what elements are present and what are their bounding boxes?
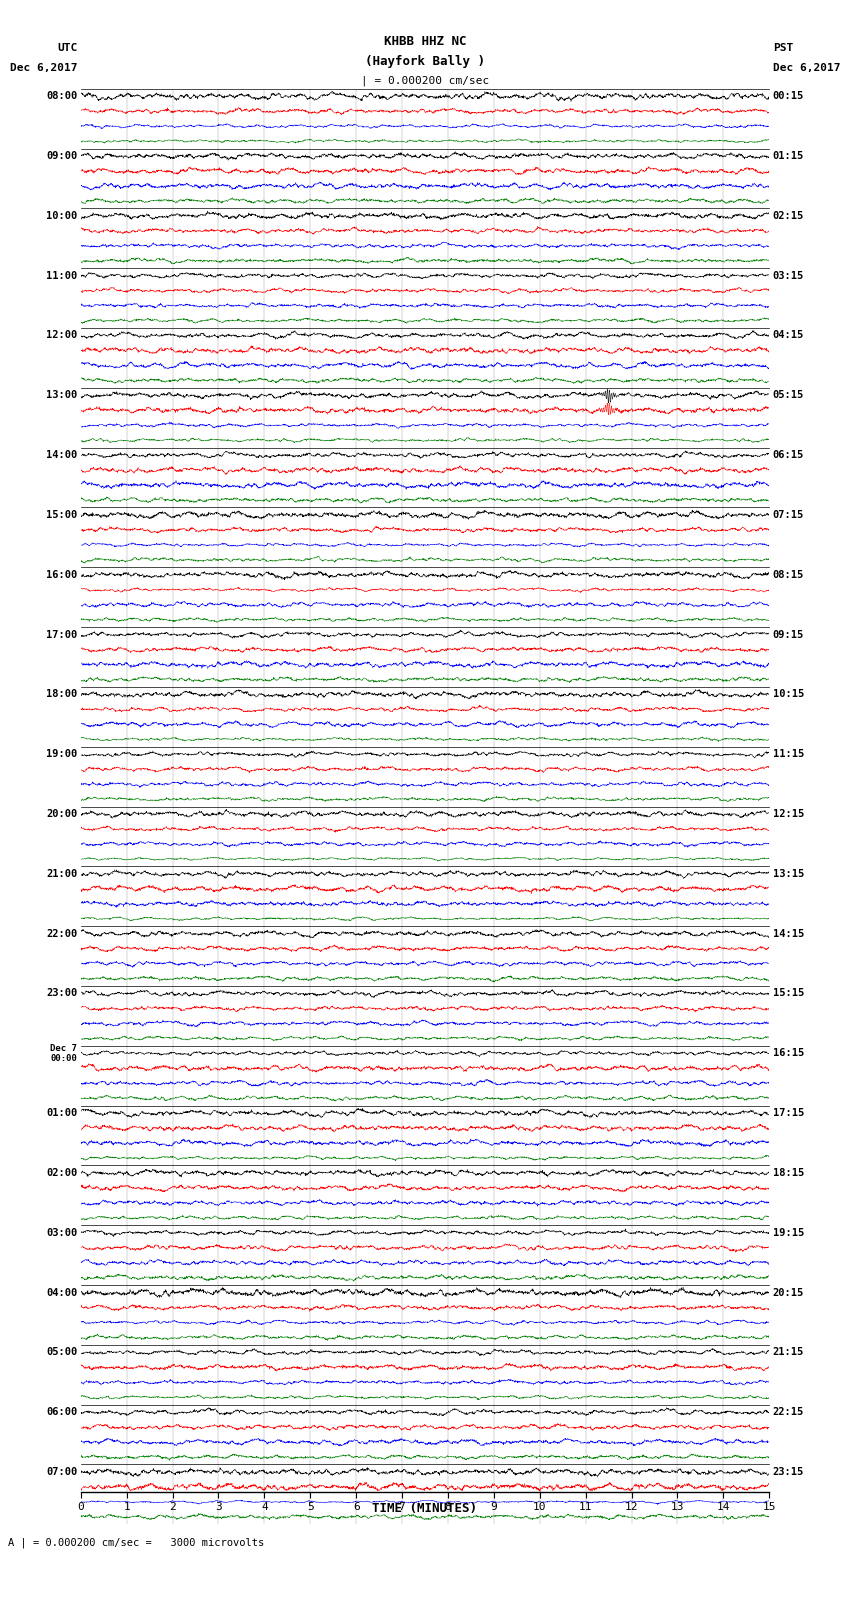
Text: 14:15: 14:15 xyxy=(773,929,804,939)
Text: 04:00: 04:00 xyxy=(46,1287,77,1297)
Text: 14:00: 14:00 xyxy=(46,450,77,460)
Text: 17:15: 17:15 xyxy=(773,1108,804,1118)
Text: KHBB HHZ NC: KHBB HHZ NC xyxy=(383,35,467,48)
Text: 11:15: 11:15 xyxy=(773,748,804,760)
Text: 10:15: 10:15 xyxy=(773,689,804,700)
Text: 04:15: 04:15 xyxy=(773,331,804,340)
Text: 06:00: 06:00 xyxy=(46,1407,77,1418)
Text: 06:15: 06:15 xyxy=(773,450,804,460)
Text: 10:00: 10:00 xyxy=(46,211,77,221)
Text: Dec 6,2017: Dec 6,2017 xyxy=(773,63,840,73)
Text: 23:00: 23:00 xyxy=(46,989,77,998)
Text: 20:15: 20:15 xyxy=(773,1287,804,1297)
Text: 02:00: 02:00 xyxy=(46,1168,77,1177)
Text: 07:15: 07:15 xyxy=(773,510,804,519)
Text: 18:00: 18:00 xyxy=(46,689,77,700)
Text: 12:15: 12:15 xyxy=(773,810,804,819)
Text: 03:00: 03:00 xyxy=(46,1227,77,1237)
Text: 05:15: 05:15 xyxy=(773,390,804,400)
Text: 05:00: 05:00 xyxy=(46,1347,77,1357)
Text: 09:00: 09:00 xyxy=(46,152,77,161)
Text: 02:15: 02:15 xyxy=(773,211,804,221)
Text: 21:15: 21:15 xyxy=(773,1347,804,1357)
Text: 17:00: 17:00 xyxy=(46,629,77,639)
Text: 15:15: 15:15 xyxy=(773,989,804,998)
Text: 22:15: 22:15 xyxy=(773,1407,804,1418)
Text: 20:00: 20:00 xyxy=(46,810,77,819)
Text: A | = 0.000200 cm/sec =   3000 microvolts: A | = 0.000200 cm/sec = 3000 microvolts xyxy=(8,1537,264,1548)
Text: 21:00: 21:00 xyxy=(46,869,77,879)
Text: 07:00: 07:00 xyxy=(46,1466,77,1478)
Text: 16:15: 16:15 xyxy=(773,1048,804,1058)
Text: 13:15: 13:15 xyxy=(773,869,804,879)
Text: 01:15: 01:15 xyxy=(773,152,804,161)
Text: 12:00: 12:00 xyxy=(46,331,77,340)
Text: 23:15: 23:15 xyxy=(773,1466,804,1478)
Text: 18:15: 18:15 xyxy=(773,1168,804,1177)
Text: 19:15: 19:15 xyxy=(773,1227,804,1237)
Text: 13:00: 13:00 xyxy=(46,390,77,400)
Text: 03:15: 03:15 xyxy=(773,271,804,281)
Text: 19:00: 19:00 xyxy=(46,748,77,760)
Text: PST: PST xyxy=(773,44,793,53)
Text: 16:00: 16:00 xyxy=(46,569,77,579)
Text: Dec 6,2017: Dec 6,2017 xyxy=(10,63,77,73)
Text: 09:15: 09:15 xyxy=(773,629,804,639)
Text: 08:15: 08:15 xyxy=(773,569,804,579)
Text: 22:00: 22:00 xyxy=(46,929,77,939)
Text: 11:00: 11:00 xyxy=(46,271,77,281)
Text: 00:15: 00:15 xyxy=(773,92,804,102)
Text: 01:00: 01:00 xyxy=(46,1108,77,1118)
Text: UTC: UTC xyxy=(57,44,77,53)
Text: Dec 7
00:00: Dec 7 00:00 xyxy=(50,1044,77,1063)
Text: TIME (MINUTES): TIME (MINUTES) xyxy=(372,1502,478,1515)
Text: 08:00: 08:00 xyxy=(46,92,77,102)
Text: 15:00: 15:00 xyxy=(46,510,77,519)
Text: (Hayfork Bally ): (Hayfork Bally ) xyxy=(365,55,485,68)
Text: | = 0.000200 cm/sec: | = 0.000200 cm/sec xyxy=(361,76,489,85)
